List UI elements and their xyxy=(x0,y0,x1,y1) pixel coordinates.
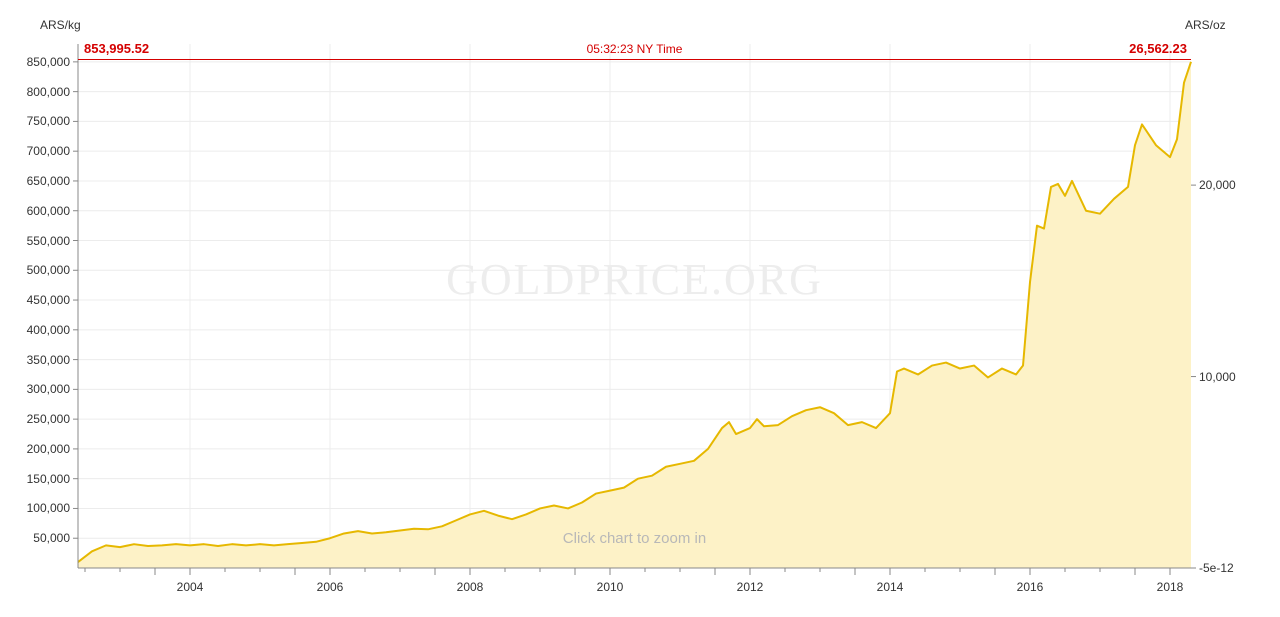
x-tick-label: 2008 xyxy=(457,580,484,594)
y-right-tick-label: -5e-12 xyxy=(1199,561,1234,575)
y-right-tick-label: 20,000 xyxy=(1199,178,1236,192)
y-left-tick-label: 750,000 xyxy=(27,114,70,128)
y-left-tick-label: 50,000 xyxy=(33,531,70,545)
y-left-tick-label: 850,000 xyxy=(27,55,70,69)
y-left-tick-label: 600,000 xyxy=(27,204,70,218)
y-left-tick-label: 450,000 xyxy=(27,293,70,307)
x-tick-label: 2006 xyxy=(317,580,344,594)
y-right-tick-label: 10,000 xyxy=(1199,370,1236,384)
x-tick-label: 2016 xyxy=(1017,580,1044,594)
y-axis-right-title: ARS/oz xyxy=(1185,18,1226,32)
y-axis-left-title: ARS/kg xyxy=(40,18,81,32)
y-left-tick-label: 650,000 xyxy=(27,174,70,188)
current-price-oz: 26,562.23 xyxy=(1129,41,1187,56)
y-left-tick-label: 100,000 xyxy=(27,501,70,515)
y-left-tick-label: 200,000 xyxy=(27,442,70,456)
y-left-tick-label: 500,000 xyxy=(27,263,70,277)
chart-svg xyxy=(0,0,1280,617)
x-tick-label: 2012 xyxy=(737,580,764,594)
y-left-tick-label: 300,000 xyxy=(27,382,70,396)
y-left-tick-label: 350,000 xyxy=(27,353,70,367)
y-left-tick-label: 250,000 xyxy=(27,412,70,426)
y-left-tick-label: 150,000 xyxy=(27,472,70,486)
x-tick-label: 2014 xyxy=(877,580,904,594)
x-tick-label: 2018 xyxy=(1157,580,1184,594)
y-left-tick-label: 550,000 xyxy=(27,234,70,248)
y-left-tick-label: 700,000 xyxy=(27,144,70,158)
y-left-tick-label: 800,000 xyxy=(27,85,70,99)
current-price-kg: 853,995.52 xyxy=(84,41,149,56)
x-tick-label: 2010 xyxy=(597,580,624,594)
x-tick-label: 2004 xyxy=(177,580,204,594)
timestamp-label: 05:32:23 NY Time xyxy=(587,42,683,56)
y-left-tick-label: 400,000 xyxy=(27,323,70,337)
gold-price-chart[interactable]: ARS/kg ARS/oz 853,995.52 26,562.23 05:32… xyxy=(0,0,1280,617)
